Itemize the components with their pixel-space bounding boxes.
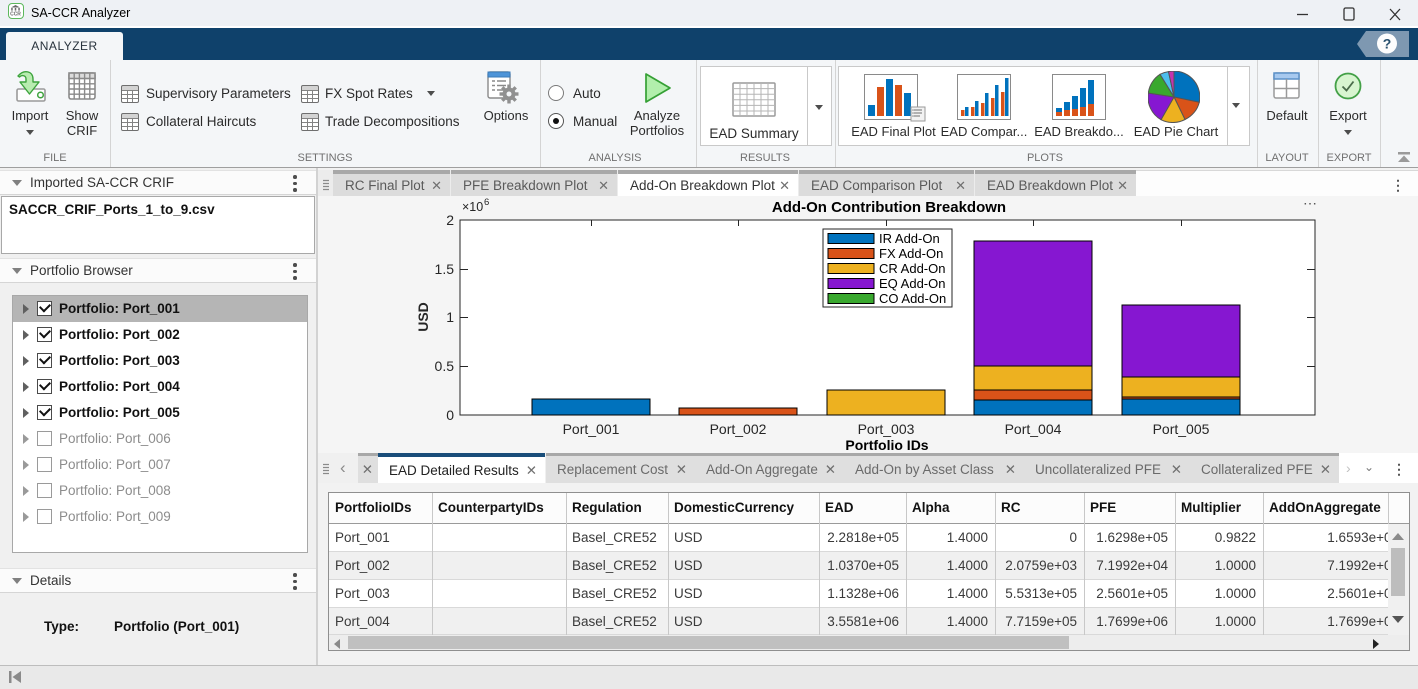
svg-text:EQ Add-On: EQ Add-On	[879, 276, 945, 291]
svg-text:0: 0	[446, 407, 454, 423]
svg-text:Port_005: Port_005	[1153, 421, 1210, 437]
svg-text:FX Add-On: FX Add-On	[879, 246, 943, 261]
svg-text:Port_002: Port_002	[710, 421, 767, 437]
svg-text:Port_003: Port_003	[858, 421, 915, 437]
svg-text:CO Add-On: CO Add-On	[879, 291, 946, 306]
svg-text:1.5: 1.5	[435, 261, 455, 277]
svg-text:Port_001: Port_001	[563, 421, 620, 437]
svg-text:2: 2	[446, 212, 454, 228]
svg-text:CR Add-On: CR Add-On	[879, 261, 945, 276]
svg-text:?: ?	[1383, 36, 1392, 52]
svg-text:⋯: ⋯	[1303, 196, 1317, 211]
svg-text:Add-On Contribution Breakdown: Add-On Contribution Breakdown	[772, 199, 1006, 216]
svg-text:×10: ×10	[462, 200, 483, 214]
svg-text:6: 6	[484, 197, 489, 208]
svg-text:Portfolio IDs: Portfolio IDs	[845, 437, 928, 453]
svg-text:USD: USD	[415, 302, 431, 332]
svg-text:0.5: 0.5	[435, 358, 455, 374]
svg-text:1: 1	[446, 309, 454, 325]
svg-text:IR Add-On: IR Add-On	[879, 231, 940, 246]
svg-text:CCR: CCR	[10, 12, 21, 18]
svg-text:Port_004: Port_004	[1005, 421, 1062, 437]
